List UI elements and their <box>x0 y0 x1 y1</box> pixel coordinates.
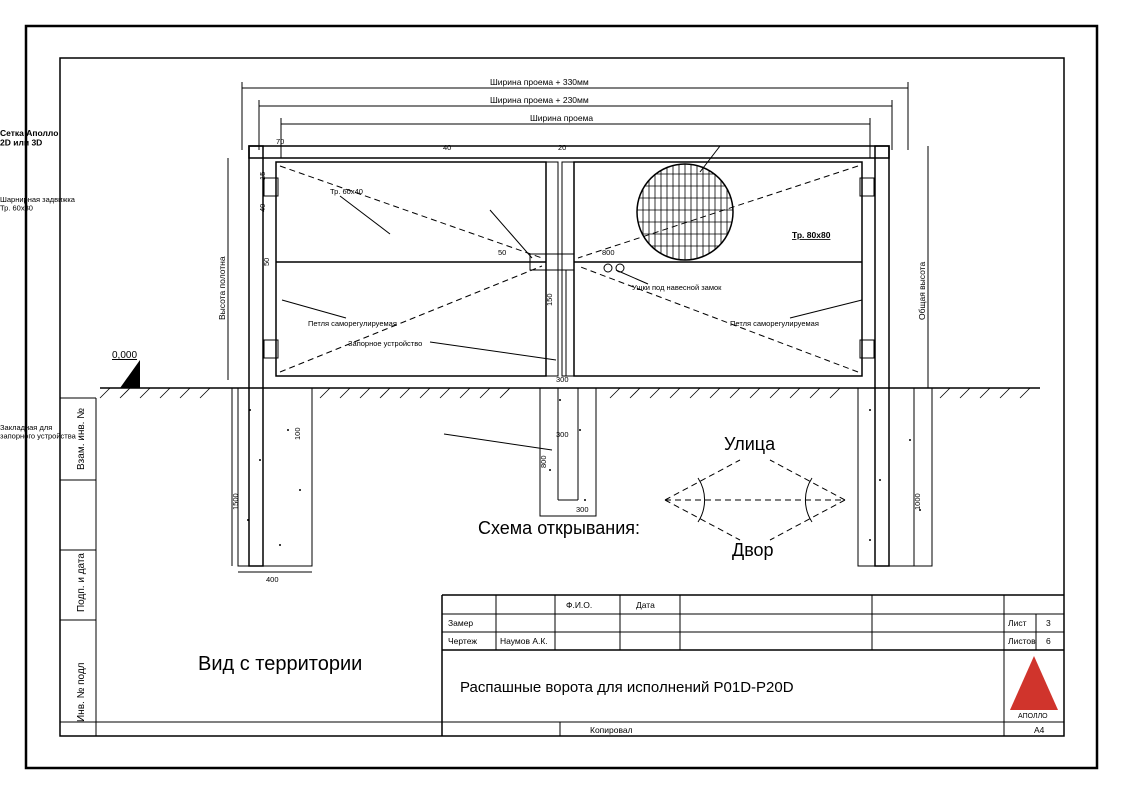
svg-text:Петля саморегулируемая: Петля саморегулируемая <box>730 319 819 328</box>
sheets-label: Листов <box>1008 636 1036 646</box>
svg-text:Петля саморегулируемая: Петля саморегулируемая <box>308 319 397 328</box>
right-leaf <box>574 162 862 376</box>
svg-text:800: 800 <box>602 248 615 257</box>
caption-yard: Двор <box>732 540 774 560</box>
left-label-inv: Инв. № подл <box>76 662 87 722</box>
svg-text:Шарнирная задвижкаТр. 60х30: Шарнирная задвижкаТр. 60х30 <box>0 195 76 212</box>
kopiroval: Копировал <box>590 725 633 735</box>
svg-text:40: 40 <box>443 143 451 152</box>
svg-text:Ушки под навесной замок: Ушки под навесной замок <box>632 283 722 292</box>
svg-text:800: 800 <box>539 455 548 468</box>
ground-hatch <box>100 388 1030 398</box>
svg-text:300: 300 <box>556 375 569 384</box>
svg-text:20: 20 <box>558 143 566 152</box>
apollo-logo: АПОЛЛО <box>1010 656 1058 720</box>
outer-frame <box>26 26 1097 768</box>
svg-text:150: 150 <box>545 293 554 306</box>
caption-scheme: Схема открывания: <box>478 518 640 538</box>
left-label-vzam: Взам. инв. № <box>76 408 87 470</box>
svg-text:70: 70 <box>276 137 284 146</box>
lintel <box>249 146 889 158</box>
svg-text:Сетка Аполло2D или 3D: Сетка Аполло2D или 3D <box>0 128 58 147</box>
svg-text:40: 40 <box>258 204 267 212</box>
row-chertezh-name: Наумов А.К. <box>500 636 548 646</box>
label-tube-80: Тр. 80х80 <box>792 230 831 240</box>
mesh-detail <box>637 164 733 260</box>
svg-text:50: 50 <box>498 248 506 257</box>
dim-height-total: Общая высота <box>917 262 927 320</box>
datum-arrow <box>120 360 140 388</box>
svg-text:Закладная длязапорного устройс: Закладная длязапорного устройства <box>0 423 77 440</box>
dim-height-leaf: Высота полотна <box>217 256 227 320</box>
row-zamer: Замер <box>448 618 473 628</box>
svg-text:100: 100 <box>293 427 302 440</box>
opening-scheme <box>665 460 845 540</box>
svg-text:Тр. 60х40: Тр. 60х40 <box>330 187 363 196</box>
row-chertezh: Чертеж <box>448 636 477 646</box>
caption-street: Улица <box>724 434 776 454</box>
dim-top-1: Ширина проема + 230мм <box>490 95 589 105</box>
svg-text:400: 400 <box>266 575 279 584</box>
sheets-num: 6 <box>1046 636 1051 646</box>
left-label-podp: Подп. и дата <box>76 553 87 612</box>
drawing-title: Распашные ворота для исполнений P01D-P20… <box>460 679 794 696</box>
format: A4 <box>1034 725 1045 735</box>
svg-text:50: 50 <box>262 258 271 266</box>
foundations <box>238 388 932 566</box>
dim-top-2: Ширина проема <box>530 113 593 123</box>
right-post <box>875 146 889 566</box>
sheet-num: 3 <box>1046 618 1051 628</box>
drawing-svg: Инв. № подл Подп. и дата Взам. инв. № 0,… <box>0 0 1123 794</box>
svg-text:300: 300 <box>556 430 569 439</box>
svg-text:АПОЛЛО: АПОЛЛО <box>1018 713 1048 720</box>
dims-small: 70 40 20 15 40 50 50 800 300 150 800 300… <box>231 137 922 584</box>
header-date: Дата <box>636 600 655 610</box>
header-fio: Ф.И.О. <box>566 600 592 610</box>
callouts: Тр. 60х40 Шарнирная задвижкаТр. 60х30 Се… <box>0 128 862 450</box>
gate-drawing: 0,000 <box>0 77 1040 675</box>
datum-label: 0,000 <box>112 350 137 361</box>
caption-view: Вид с территории <box>198 653 362 675</box>
sheet-label: Лист <box>1008 618 1027 628</box>
svg-text:15: 15 <box>258 172 267 180</box>
dim-top-0: Ширина проема + 330мм <box>490 77 589 87</box>
svg-text:300: 300 <box>576 505 589 514</box>
svg-text:Запорное устройство: Запорное устройство <box>348 339 422 348</box>
inner-frame <box>60 58 1064 736</box>
